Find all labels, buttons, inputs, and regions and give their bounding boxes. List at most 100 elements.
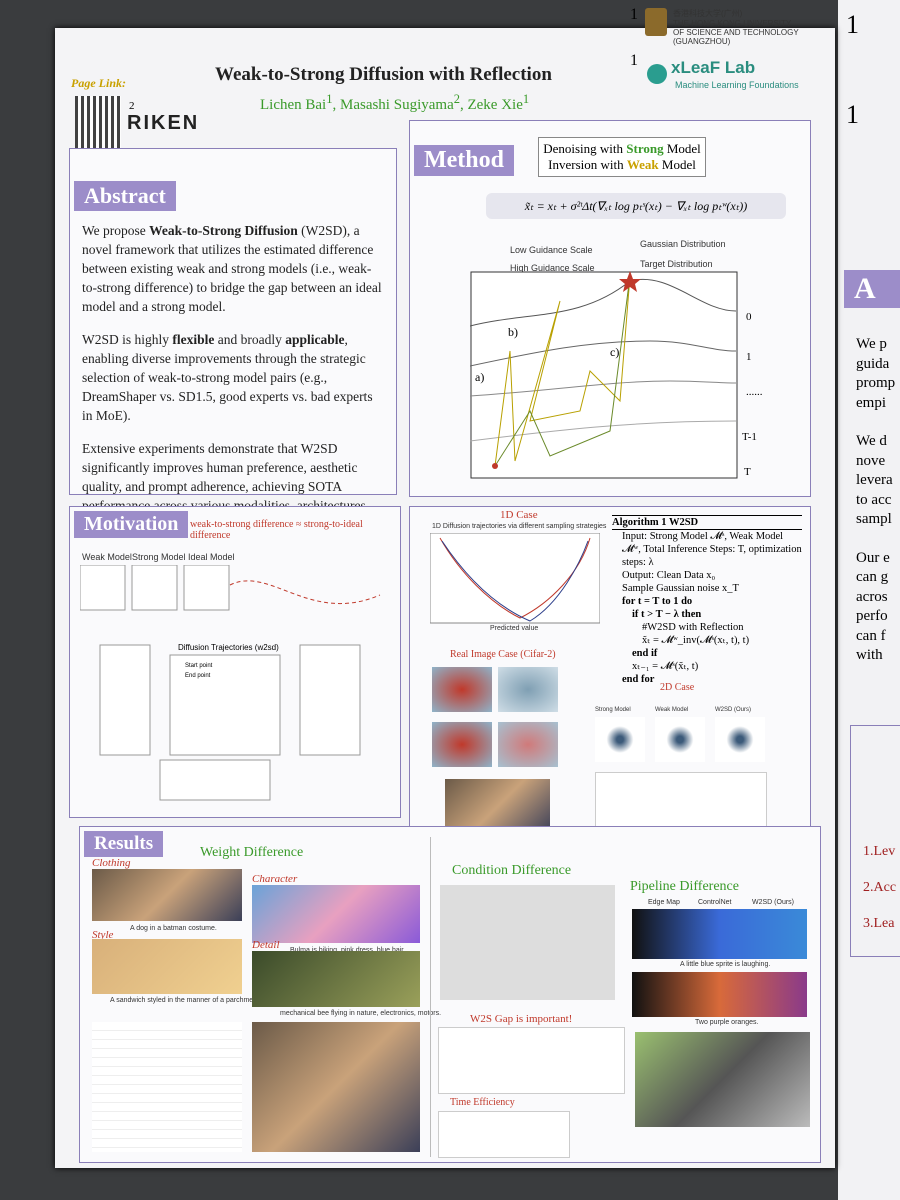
scatter-image: [432, 667, 492, 712]
image: [632, 972, 807, 1017]
caption: mechanical bee flying in nature, electro…: [280, 1010, 442, 1017]
model-label: Strong Model: [132, 552, 186, 562]
mark: 1: [846, 10, 859, 39]
sample-grid: [445, 779, 550, 834]
text: , enabling diverse improvements through …: [82, 332, 373, 423]
next-line: to acc: [856, 491, 892, 508]
time-plot: [438, 1111, 570, 1158]
model-label: Weak Model: [82, 552, 132, 562]
next-line: levera: [856, 472, 893, 488]
tag: Clothing: [92, 857, 131, 869]
motivation-subtitle: weak-to-strong difference ≈ strong-to-id…: [190, 519, 363, 541]
abstract-heading: Abstract: [74, 181, 176, 211]
plot-frame: [183, 565, 230, 611]
tag: Character: [252, 873, 298, 885]
author: Lichen Bai: [260, 97, 327, 113]
density-plot: [715, 717, 765, 762]
algo-line: xₜ₋₁ = 𝓜ˢ(x̃ₜ, t): [632, 661, 699, 672]
authors: Lichen Bai1, Masashi Sugiyama2, Zeke Xie…: [260, 92, 530, 113]
legend-item: Low Guidance Scale: [510, 245, 593, 255]
plot-frame: [131, 565, 178, 611]
model-label: W2SD (Ours): [715, 707, 751, 713]
text: We propose: [82, 223, 150, 238]
xleaf-sub: Machine Learning Foundations: [675, 80, 799, 90]
author: Zeke Xie: [467, 97, 523, 113]
algo-line: Sample Gaussian noise x_T: [622, 583, 739, 594]
hkust-logo: [645, 8, 667, 36]
caption: A dog in a batman costume.: [130, 925, 217, 932]
results-heading: Results: [84, 831, 164, 857]
affil-mark: 1: [630, 52, 638, 69]
author-affil: 1: [522, 92, 530, 106]
traj-title: Diffusion Trajectories (w2sd): [178, 643, 279, 652]
gap-heading: W2S Gap is important!: [470, 1013, 573, 1025]
algorithm: Algorithm 1 W2SD Input: Strong Model 𝓜ˢ,…: [612, 515, 802, 686]
algo-line: for t = T to 1 do: [622, 596, 693, 607]
image: [92, 869, 242, 921]
results-panel: Results Weight Difference Clothing A dog…: [79, 826, 821, 1163]
image: [252, 885, 420, 943]
author: Masashi Sugiyama: [339, 97, 454, 113]
trajectory: [494, 275, 631, 467]
qr-code: [75, 96, 121, 156]
label: b): [508, 325, 518, 339]
algo-line: Input: Strong Model 𝓜ˢ, Weak Model 𝓜ʷ, T…: [622, 531, 802, 568]
level: 1: [746, 351, 752, 363]
title: Weak-to-Strong Diffusion with Reflection: [215, 64, 552, 85]
motivation-heading: Motivation: [74, 511, 189, 538]
method-panel: Method Denoising with Strong Model Inver…: [409, 120, 811, 497]
text: Denoising with: [543, 141, 627, 156]
author-affil: 1: [326, 92, 333, 106]
plot-frame: [159, 759, 271, 801]
next-line: acros: [856, 588, 888, 605]
trajectory: [494, 275, 631, 467]
motivation-panel: Motivation weak-to-strong difference ≈ s…: [69, 506, 401, 818]
caption: Two purple oranges.: [695, 1019, 759, 1026]
real-image-heading: Real Image Case (Cifar-2): [450, 649, 556, 660]
algo-line: x̃ₜ = 𝓜ʷ_inv(𝓜ˢ(xₜ, t), t): [642, 635, 750, 646]
xleaf-name: xLeaF Lab: [671, 58, 756, 77]
xleaf-logo: [647, 64, 667, 84]
affil-mark: 1: [630, 6, 638, 23]
formula: x̃ₜ = xₜ + σ²ᵗΔt(∇ₓₜ log pₜˢ(xₜ) − ∇ₓₜ l…: [486, 193, 786, 219]
algo-line: #W2SD with Reflection: [642, 622, 744, 633]
frame: [470, 271, 738, 479]
image-grid: [635, 1032, 810, 1127]
next-line: nove: [856, 452, 886, 469]
caption: A sandwich styled in the manner of a par…: [110, 997, 280, 1004]
algorithm-title: Algorithm 1 W2SD: [612, 515, 802, 530]
trajectory: [441, 540, 589, 622]
two-d-heading: 2D Case: [660, 682, 695, 693]
method-heading: Method: [414, 145, 514, 176]
legend-item: High Guidance Scale: [510, 263, 595, 273]
col-label: W2SD (Ours): [752, 899, 794, 906]
image: [92, 939, 242, 994]
text: Model: [658, 157, 696, 172]
density-plot: [595, 717, 645, 762]
divider: [430, 837, 431, 1157]
abstract-text: We propose Weak-to-Strong Diffusion (W2S…: [82, 221, 384, 534]
scatter-image: [432, 722, 492, 767]
gap-plots: [438, 1027, 625, 1094]
text: (W2SD), a novel framework that utilizes …: [82, 223, 382, 314]
curve: [229, 580, 381, 605]
riken-logo: RIKEN: [127, 112, 200, 134]
model-label: Weak Model: [655, 707, 689, 713]
image-grid: [252, 1022, 420, 1152]
x-label: Predicted value: [490, 625, 539, 632]
one-d-title: 1D Diffusion trajectories via different …: [432, 523, 607, 530]
metrics-tables: [92, 1022, 242, 1152]
target-star: [619, 271, 641, 292]
next-line: can g: [856, 569, 889, 585]
text: Inversion with: [548, 157, 627, 172]
page-link: Page Link:: [71, 76, 126, 90]
method-diagram: a) b) c): [470, 271, 738, 479]
condition-figure: [440, 885, 615, 1000]
text: W2SD is highly: [82, 332, 173, 347]
affil-mark: 2: [129, 100, 135, 112]
pipeline-heading: Pipeline Difference: [630, 879, 739, 894]
next-heading: A: [844, 270, 900, 308]
model-label: Strong Model: [595, 707, 631, 713]
density-plot: [655, 717, 705, 762]
next-line: Our e: [856, 549, 890, 566]
